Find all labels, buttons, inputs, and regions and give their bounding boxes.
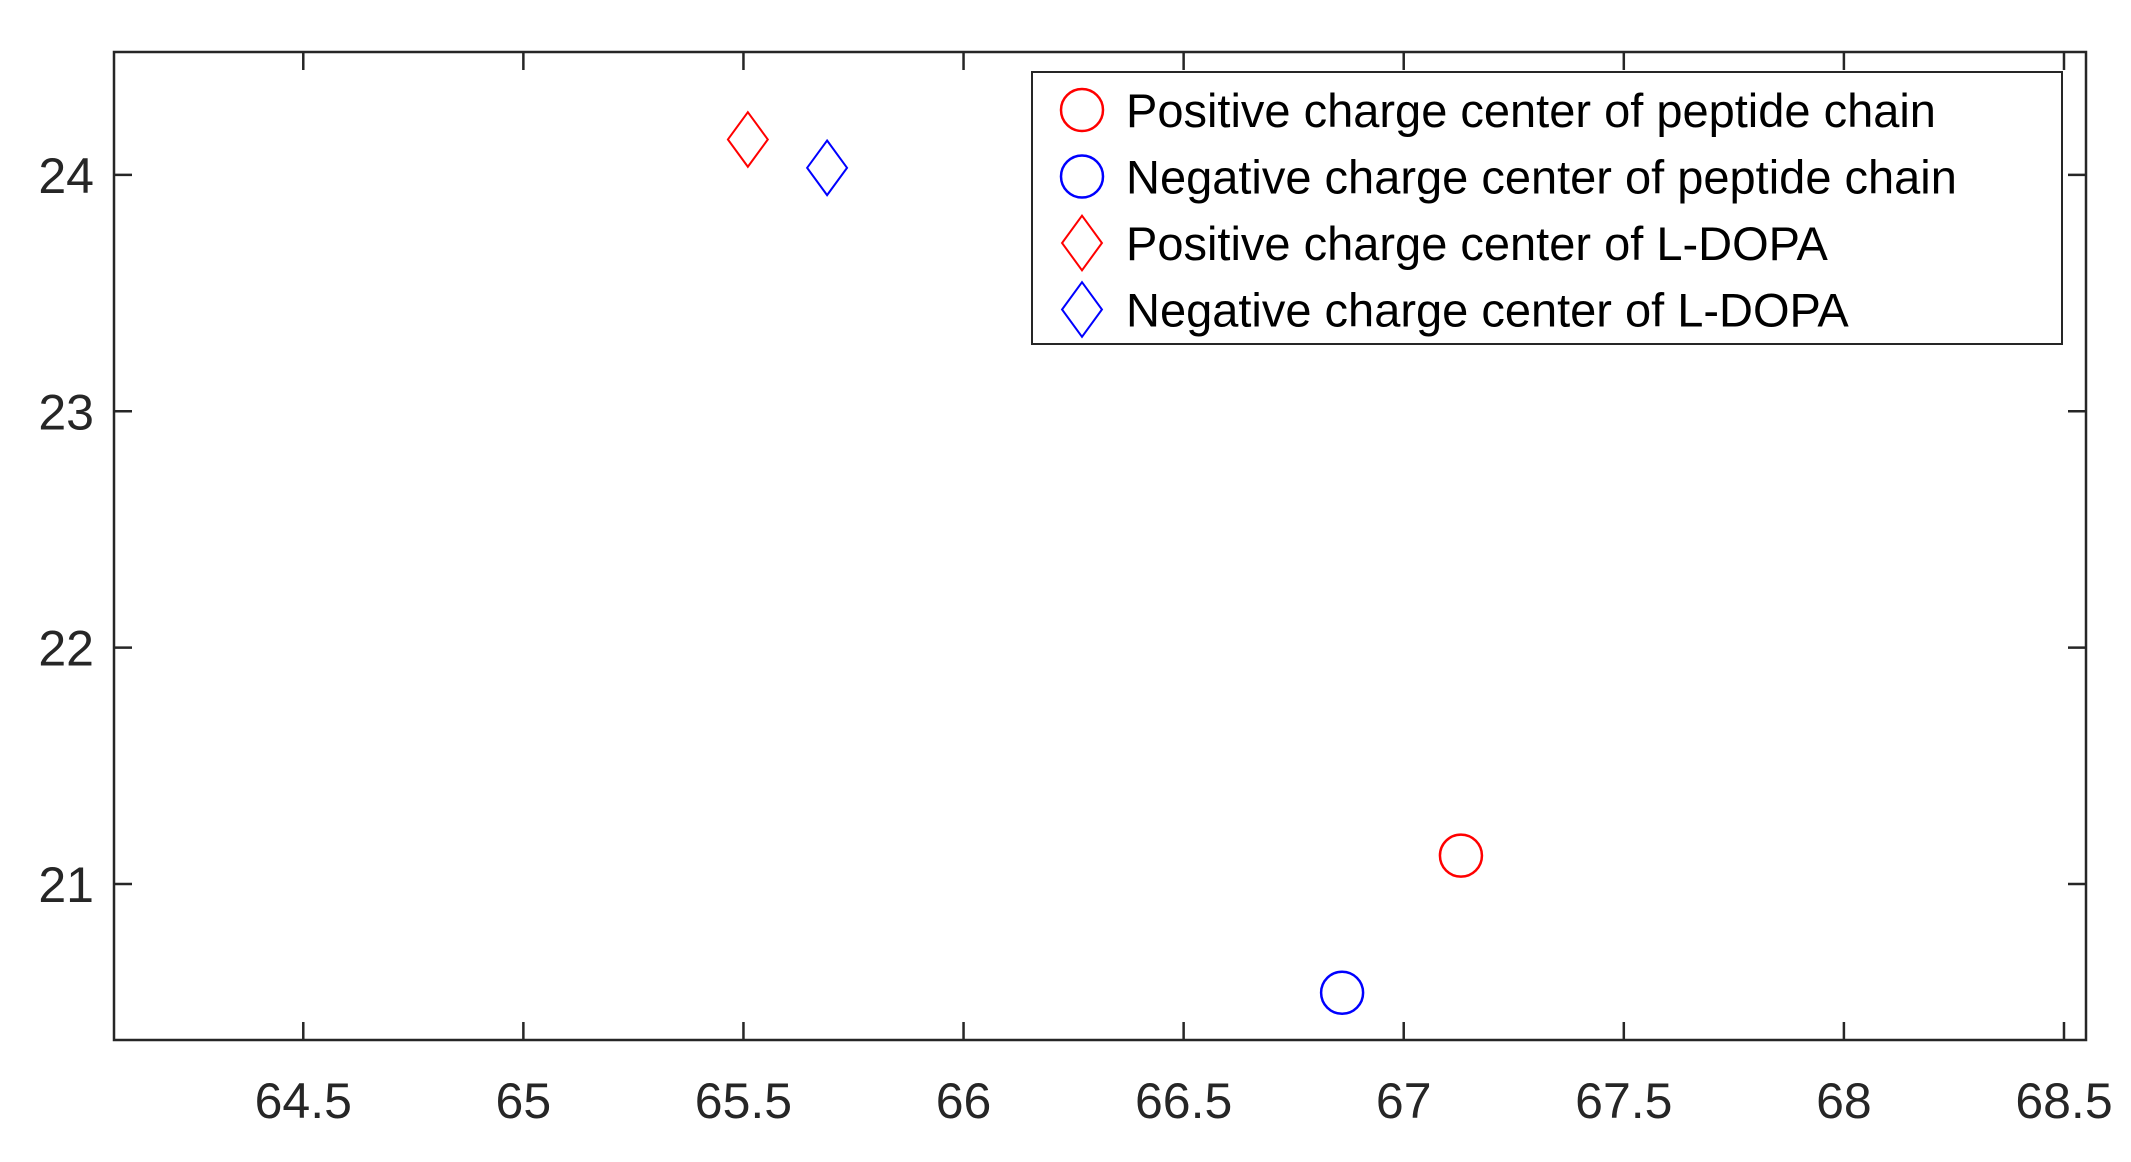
x-tick-label: 68.5 (2015, 1073, 2112, 1129)
legend-entry-label: Negative charge center of L-DOPA (1126, 284, 1849, 337)
legend: Positive charge center of peptide chain N… (1031, 71, 2063, 345)
x-tick-label: 68 (1816, 1073, 1872, 1129)
legend-circle-icon (1059, 87, 1105, 133)
diamond-marker (726, 110, 770, 169)
x-tick-label: 64.5 (255, 1073, 352, 1129)
legend-box (1031, 71, 2063, 345)
data-points (726, 110, 1484, 1015)
y-tick-label: 22 (38, 621, 94, 677)
legend-diamond-icon (1060, 214, 1104, 272)
y-axis-tick-labels: 21 22 23 24 (38, 148, 94, 913)
circle-marker (1319, 970, 1365, 1015)
x-tick-label: 66.5 (1135, 1073, 1232, 1129)
diamond-marker (805, 138, 849, 197)
legend-entry-label: Positive charge center of L-DOPA (1126, 217, 1828, 270)
legend-entry-label: Negative charge center of peptide chain (1126, 151, 1957, 204)
x-tick-label: 65.5 (695, 1073, 792, 1129)
x-tick-label: 65 (496, 1073, 552, 1129)
legend-circle-icon (1059, 154, 1105, 199)
legend-diamond-icon (1060, 280, 1104, 339)
ticks-layer (114, 52, 2086, 1040)
x-tick-label: 66 (936, 1073, 992, 1129)
plot-area-frame (112, 50, 2088, 1042)
circle-marker (1438, 833, 1484, 878)
y-tick-label: 21 (38, 857, 94, 913)
x-tick-label: 67 (1376, 1073, 1432, 1129)
y-tick-label: 23 (38, 384, 94, 440)
y-tick-label: 24 (38, 148, 94, 204)
legend-entry-label: Positive charge center of peptide chain (1126, 84, 1936, 137)
x-tick-label: 67.5 (1575, 1073, 1672, 1129)
x-axis-tick-labels: 64.5 65 65.5 66 66.5 67 67.5 68 68.5 (255, 1073, 2113, 1129)
